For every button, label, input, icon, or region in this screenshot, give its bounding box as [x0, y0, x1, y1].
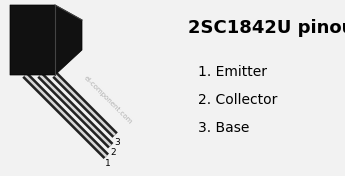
Text: el-component.com: el-component.com — [83, 75, 133, 125]
Text: 2. Collector: 2. Collector — [198, 93, 277, 107]
Text: 1: 1 — [106, 159, 111, 168]
Text: 1. Emitter: 1. Emitter — [198, 65, 267, 79]
Polygon shape — [10, 5, 82, 75]
Text: 2SC1842U pinout: 2SC1842U pinout — [188, 19, 345, 37]
Text: 2: 2 — [110, 148, 116, 157]
Text: 3: 3 — [114, 138, 120, 147]
Text: 3. Base: 3. Base — [198, 121, 249, 135]
